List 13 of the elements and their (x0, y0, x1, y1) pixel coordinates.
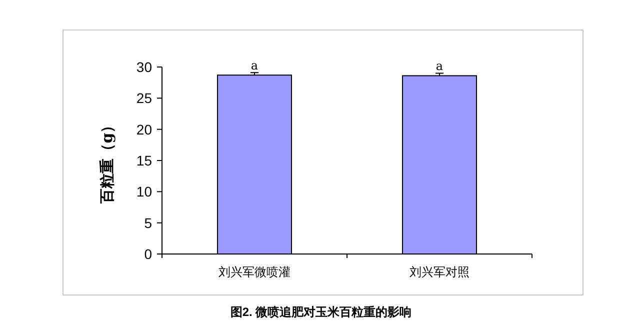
y-tick-label: 0 (144, 246, 152, 262)
x-tick-label: 刘兴军微喷灌 (218, 265, 290, 279)
y-tick-label: 25 (136, 90, 152, 106)
caption: 图2. 微喷追肥对玉米百粒重的影响 (230, 305, 412, 319)
y-axis-title: 百粒重（g） (98, 118, 116, 204)
y-tick-label: 30 (136, 59, 152, 75)
x-tick-label: 刘兴军对照 (410, 265, 470, 279)
y-tick-label: 10 (136, 184, 152, 200)
annotation: a (436, 59, 444, 74)
y-tick-label: 15 (136, 152, 152, 168)
y-tick-label: 5 (144, 214, 152, 231)
y-tick-label: 20 (136, 121, 152, 138)
annotation: a (250, 58, 258, 73)
